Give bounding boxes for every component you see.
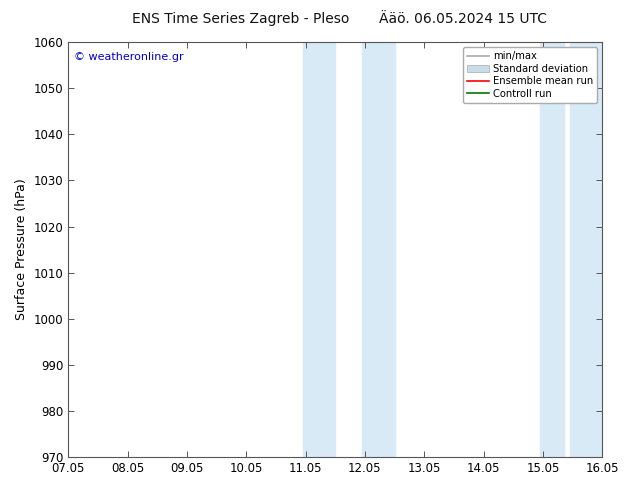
Bar xyxy=(569,42,602,457)
Bar xyxy=(302,42,335,457)
Text: ENS Time Series Zagreb - Pleso: ENS Time Series Zagreb - Pleso xyxy=(133,12,349,26)
Legend: min/max, Standard deviation, Ensemble mean run, Controll run: min/max, Standard deviation, Ensemble me… xyxy=(463,47,597,102)
Bar xyxy=(362,42,394,457)
Bar xyxy=(540,42,564,457)
Text: Ääö. 06.05.2024 15 UTC: Ääö. 06.05.2024 15 UTC xyxy=(379,12,547,26)
Text: © weatheronline.gr: © weatheronline.gr xyxy=(74,52,183,62)
Y-axis label: Surface Pressure (hPa): Surface Pressure (hPa) xyxy=(15,179,28,320)
